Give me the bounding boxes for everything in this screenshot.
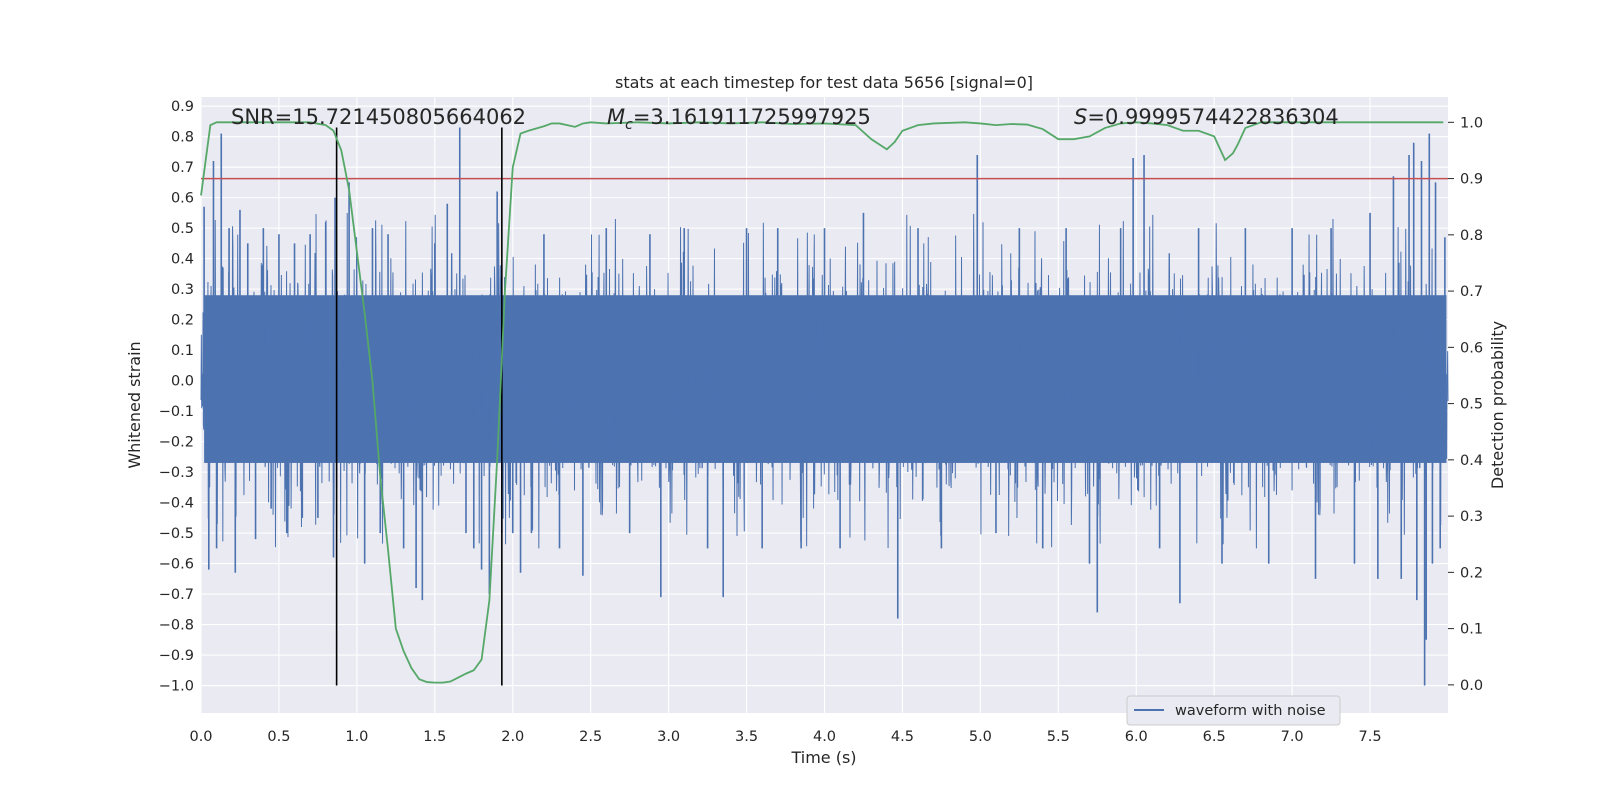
y-tick-label: 0.3 <box>171 282 194 298</box>
legend: waveform with noise <box>1126 695 1341 726</box>
x-tick-label: 2.0 <box>501 729 524 745</box>
x-tick-label: 2.5 <box>579 729 602 745</box>
y-tick-label: −0.2 <box>159 435 194 451</box>
waveform-series <box>200 127 1449 686</box>
y-tick-label: 0.7 <box>171 160 194 176</box>
score-annotation: S=0.9999574422836304 <box>1074 105 1339 129</box>
y-tick-label: −0.9 <box>159 648 194 664</box>
chart-title: stats at each timestep for test data 565… <box>615 73 1033 92</box>
x-tick-label: 3.0 <box>657 729 680 745</box>
x-tick-label: 7.0 <box>1281 729 1304 745</box>
snr-annotation: SNR=15.721450805664062 <box>231 105 526 129</box>
y-tick-label: −1.0 <box>159 679 194 695</box>
x-tick-label: 0.0 <box>189 729 212 745</box>
chirp-mass-annotation: Mc=3.161911725997925 <box>607 105 871 133</box>
legend-box <box>1126 695 1341 726</box>
y-tick-label: −0.4 <box>159 496 194 512</box>
x-tick-label: 4.0 <box>813 729 836 745</box>
y-right-tick-label: 0.7 <box>1460 284 1483 300</box>
y-right-tick-label: 0.1 <box>1460 622 1483 638</box>
y-tick-label: −0.7 <box>159 587 194 603</box>
y-right-tick-label: 0.0 <box>1460 678 1483 694</box>
y-axis-ticks: 0.9 0.8 0.7 0.6 0.5 0.4 0.3 0.2 0.1 0.0 −0.1 −0.2 −0… <box>159 99 194 694</box>
x-axis-ticks: 0.0 0.5 1.0 1.5 2.0 2.5 3.0 3.5 4.0 4.5 5.0 5.5 6.0 6… <box>189 729 1381 745</box>
marker-lines <box>335 127 503 686</box>
probability-line <box>200 121 1444 684</box>
x-tick-label: 1.5 <box>423 729 446 745</box>
y-tick-label: 0.5 <box>171 221 194 237</box>
x-tick-label: 6.5 <box>1203 729 1226 745</box>
x-tick-label: 0.5 <box>267 729 290 745</box>
y-tick-label: 0.2 <box>171 313 194 329</box>
x-tick-label: 5.5 <box>1047 729 1070 745</box>
x-tick-label: 5.0 <box>969 729 992 745</box>
y-tick-label: −0.3 <box>159 465 194 481</box>
y-tick-label: 0.6 <box>171 191 194 207</box>
y-tick-label: 0.9 <box>171 99 194 115</box>
y-right-tick-label: 0.6 <box>1460 340 1483 356</box>
x-tick-label: 7.5 <box>1359 729 1382 745</box>
legend-label-waveform: waveform with noise <box>1175 703 1326 719</box>
y-tick-label: 0.8 <box>171 130 194 146</box>
y-tick-label: −0.5 <box>159 526 194 542</box>
y-right-axis-ticks: 1.0 0.9 0.8 0.7 0.6 0.5 0.4 0.3 0.2 0.1 0.0 <box>1448 115 1483 694</box>
x-axis-label: Time (s) <box>790 748 856 767</box>
y-right-tick-label: 0.5 <box>1460 397 1483 413</box>
waveform-line <box>200 213 1449 549</box>
y-tick-label: 0.4 <box>171 252 194 268</box>
y-right-axis-label: Detection probability <box>1488 321 1507 489</box>
y-tick-label: −0.8 <box>159 618 194 634</box>
y-right-tick-label: 0.2 <box>1460 565 1483 581</box>
y-axis-label: Whitened strain <box>125 341 144 468</box>
y-right-tick-label: 0.8 <box>1460 228 1483 244</box>
y-right-tick-label: 0.9 <box>1460 172 1483 188</box>
x-tick-label: 1.0 <box>345 729 368 745</box>
y-right-tick-label: 0.3 <box>1460 509 1483 525</box>
y-tick-label: −0.6 <box>159 557 194 573</box>
x-tick-label: 6.0 <box>1125 729 1148 745</box>
x-tick-label: 3.5 <box>735 729 758 745</box>
y-right-tick-label: 1.0 <box>1460 115 1483 131</box>
y-right-tick-label: 0.4 <box>1460 453 1483 469</box>
x-tick-label: 4.5 <box>891 729 914 745</box>
y-tick-label: 0.1 <box>171 343 194 359</box>
probability-series <box>200 121 1444 684</box>
y-tick-label: −0.1 <box>159 404 194 420</box>
y-tick-label: 0.0 <box>171 374 194 390</box>
